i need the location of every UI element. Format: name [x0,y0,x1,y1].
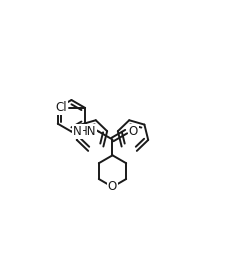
Text: Cl: Cl [56,101,67,115]
Text: N: N [73,125,82,138]
Text: O: O [108,180,117,193]
Text: O: O [129,125,138,138]
Text: HN: HN [79,125,96,138]
